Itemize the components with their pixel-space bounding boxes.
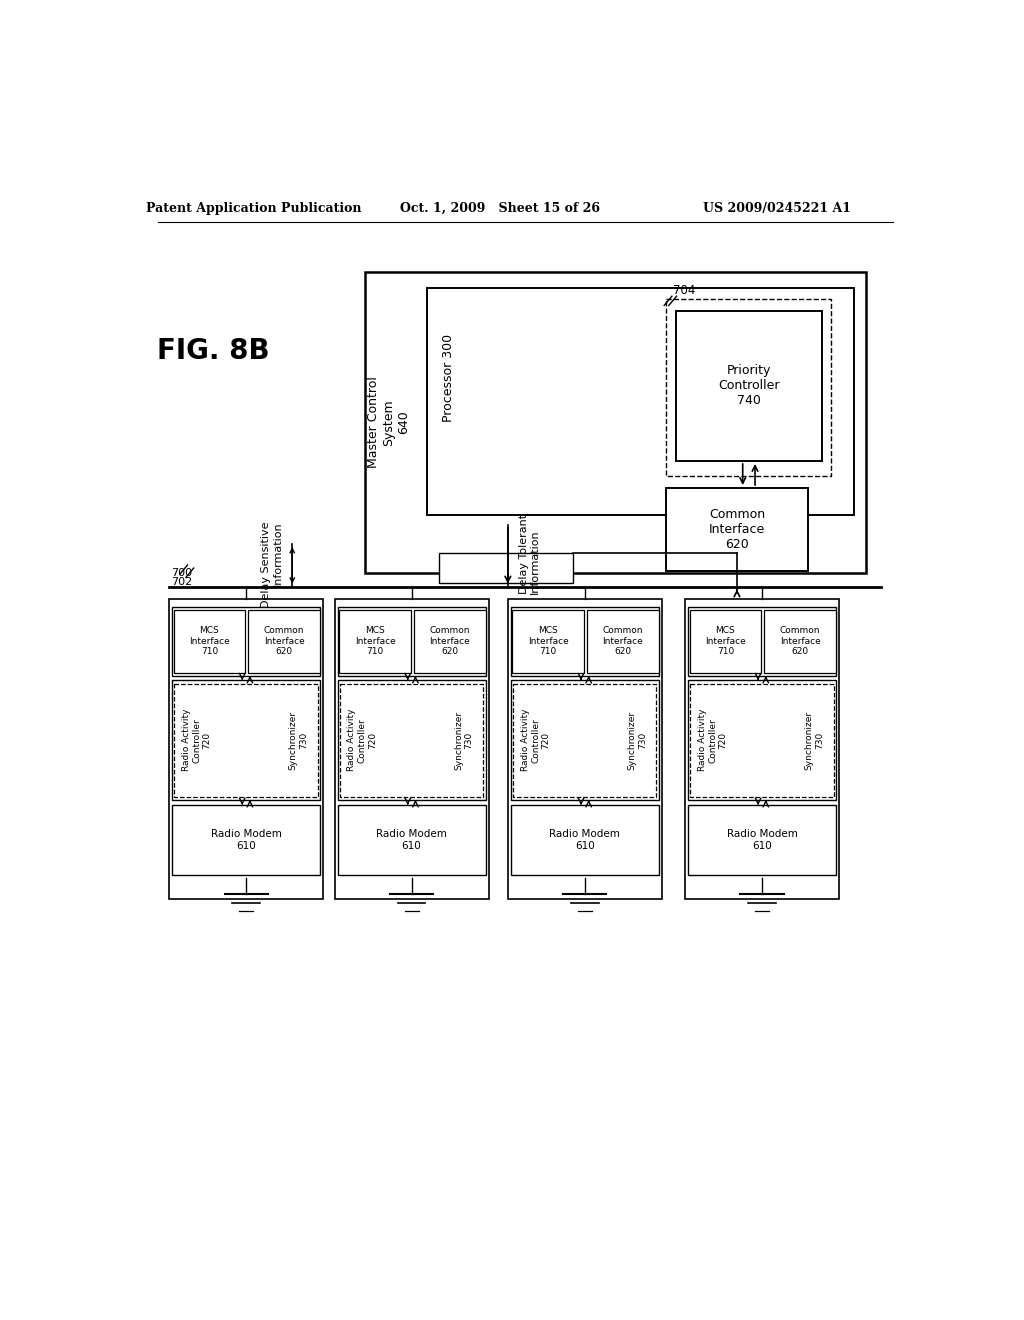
Text: MCS
Interface
710: MCS Interface 710: [354, 626, 395, 656]
Text: Oct. 1, 2009   Sheet 15 of 26: Oct. 1, 2009 Sheet 15 of 26: [400, 202, 600, 215]
Bar: [169, 599, 323, 899]
Text: MCS
Interface
710: MCS Interface 710: [528, 626, 568, 656]
Text: Processor 300: Processor 300: [442, 334, 455, 422]
Bar: [335, 599, 488, 899]
Text: Delay Sensitive
Information: Delay Sensitive Information: [261, 521, 283, 609]
Text: Common
Interface
620: Common Interface 620: [709, 508, 765, 550]
Bar: [174, 684, 317, 797]
Text: Synchronizer
730: Synchronizer 730: [455, 710, 474, 770]
Bar: [512, 610, 584, 673]
Text: FIG. 8B: FIG. 8B: [158, 337, 270, 364]
Bar: [688, 607, 836, 676]
Text: Priority
Controller
740: Priority Controller 740: [718, 364, 779, 408]
Bar: [689, 610, 761, 673]
Text: Radio Activity
Controller
720: Radio Activity Controller 720: [697, 709, 728, 771]
Text: MCS
Interface
710: MCS Interface 710: [189, 626, 229, 656]
Bar: [688, 805, 836, 875]
Bar: [676, 312, 822, 461]
Bar: [508, 599, 662, 899]
Bar: [511, 681, 658, 800]
Bar: [340, 684, 483, 797]
Text: Synchronizer
730: Synchronizer 730: [805, 710, 824, 770]
Text: Patent Application Publication: Patent Application Publication: [146, 202, 361, 215]
Text: 702: 702: [171, 577, 191, 587]
Text: Radio Modem
610: Radio Modem 610: [550, 829, 621, 850]
Text: Common
Interface
620: Common Interface 620: [264, 626, 304, 656]
Bar: [339, 610, 411, 673]
Text: 700: 700: [171, 568, 191, 578]
Text: Radio Activity
Controller
720: Radio Activity Controller 720: [182, 709, 212, 771]
Bar: [511, 805, 658, 875]
Text: 704: 704: [674, 284, 695, 297]
Bar: [366, 272, 866, 573]
Text: Radio Modem
610: Radio Modem 610: [376, 829, 447, 850]
Bar: [338, 805, 485, 875]
Bar: [414, 610, 485, 673]
Text: Radio Modem
610: Radio Modem 610: [726, 829, 798, 850]
Text: Common
Interface
620: Common Interface 620: [779, 626, 820, 656]
Text: MCS
Interface
710: MCS Interface 710: [705, 626, 745, 656]
Bar: [587, 610, 658, 673]
Text: US 2009/0245221 A1: US 2009/0245221 A1: [703, 202, 851, 215]
Text: Common
Interface
620: Common Interface 620: [429, 626, 470, 656]
Bar: [249, 610, 319, 673]
Bar: [438, 553, 573, 582]
Bar: [513, 684, 656, 797]
Text: Synchronizer
730: Synchronizer 730: [628, 710, 647, 770]
Bar: [172, 607, 319, 676]
Bar: [685, 599, 839, 899]
Bar: [172, 681, 319, 800]
Text: Radio Activity
Controller
720: Radio Activity Controller 720: [347, 709, 377, 771]
Bar: [338, 607, 485, 676]
Text: Master Control
System
640: Master Control System 640: [367, 376, 410, 469]
Text: Common
Interface
620: Common Interface 620: [602, 626, 643, 656]
Bar: [511, 607, 658, 676]
Bar: [172, 805, 319, 875]
Text: Radio Modem
610: Radio Modem 610: [211, 829, 282, 850]
Bar: [690, 684, 834, 797]
Bar: [688, 681, 836, 800]
Bar: [427, 288, 854, 515]
Bar: [174, 610, 246, 673]
Bar: [666, 488, 808, 572]
Text: Delay Tolerant
Information: Delay Tolerant Information: [518, 513, 541, 594]
Bar: [338, 681, 485, 800]
Text: Synchronizer
730: Synchronizer 730: [289, 710, 308, 770]
Bar: [666, 300, 831, 477]
Bar: [764, 610, 836, 673]
Text: Radio Activity
Controller
720: Radio Activity Controller 720: [520, 709, 551, 771]
